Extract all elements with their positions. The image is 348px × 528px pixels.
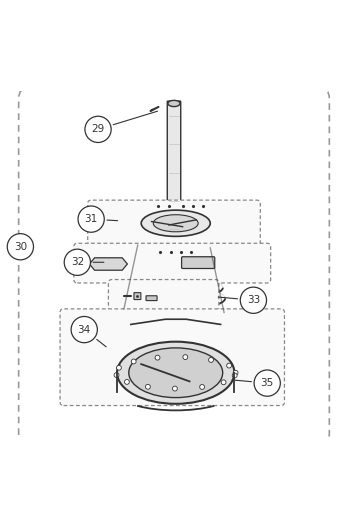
Circle shape	[85, 116, 111, 143]
FancyBboxPatch shape	[88, 200, 260, 245]
Text: 31: 31	[85, 214, 98, 224]
Circle shape	[145, 384, 150, 389]
Circle shape	[182, 315, 187, 319]
FancyBboxPatch shape	[109, 279, 219, 313]
Circle shape	[125, 380, 129, 384]
FancyBboxPatch shape	[182, 257, 215, 268]
Text: 29: 29	[92, 125, 105, 134]
Circle shape	[131, 359, 136, 364]
Circle shape	[174, 315, 178, 319]
Circle shape	[200, 384, 205, 389]
FancyBboxPatch shape	[158, 312, 194, 322]
Ellipse shape	[168, 100, 180, 107]
Circle shape	[173, 386, 177, 391]
FancyBboxPatch shape	[134, 293, 141, 299]
Circle shape	[227, 363, 231, 368]
FancyBboxPatch shape	[167, 101, 181, 244]
FancyBboxPatch shape	[60, 309, 284, 406]
Circle shape	[233, 370, 238, 375]
Circle shape	[165, 315, 169, 319]
Circle shape	[208, 357, 213, 362]
Circle shape	[64, 249, 90, 276]
Polygon shape	[89, 258, 127, 270]
Circle shape	[183, 355, 188, 360]
Text: 33: 33	[247, 295, 260, 305]
Circle shape	[232, 373, 237, 378]
Circle shape	[117, 365, 121, 370]
Circle shape	[71, 316, 97, 343]
Circle shape	[254, 370, 280, 396]
Text: 35: 35	[261, 378, 274, 388]
Text: 32: 32	[71, 257, 84, 267]
Ellipse shape	[129, 348, 223, 398]
Ellipse shape	[153, 215, 198, 232]
Circle shape	[155, 355, 160, 360]
Circle shape	[7, 233, 33, 260]
FancyBboxPatch shape	[146, 296, 157, 300]
Ellipse shape	[141, 210, 210, 237]
Text: 30: 30	[14, 242, 27, 252]
Circle shape	[221, 380, 226, 385]
Ellipse shape	[117, 342, 235, 404]
Text: 34: 34	[78, 325, 91, 335]
Circle shape	[78, 206, 104, 232]
Circle shape	[114, 373, 119, 378]
FancyBboxPatch shape	[74, 243, 271, 283]
Circle shape	[240, 287, 267, 313]
